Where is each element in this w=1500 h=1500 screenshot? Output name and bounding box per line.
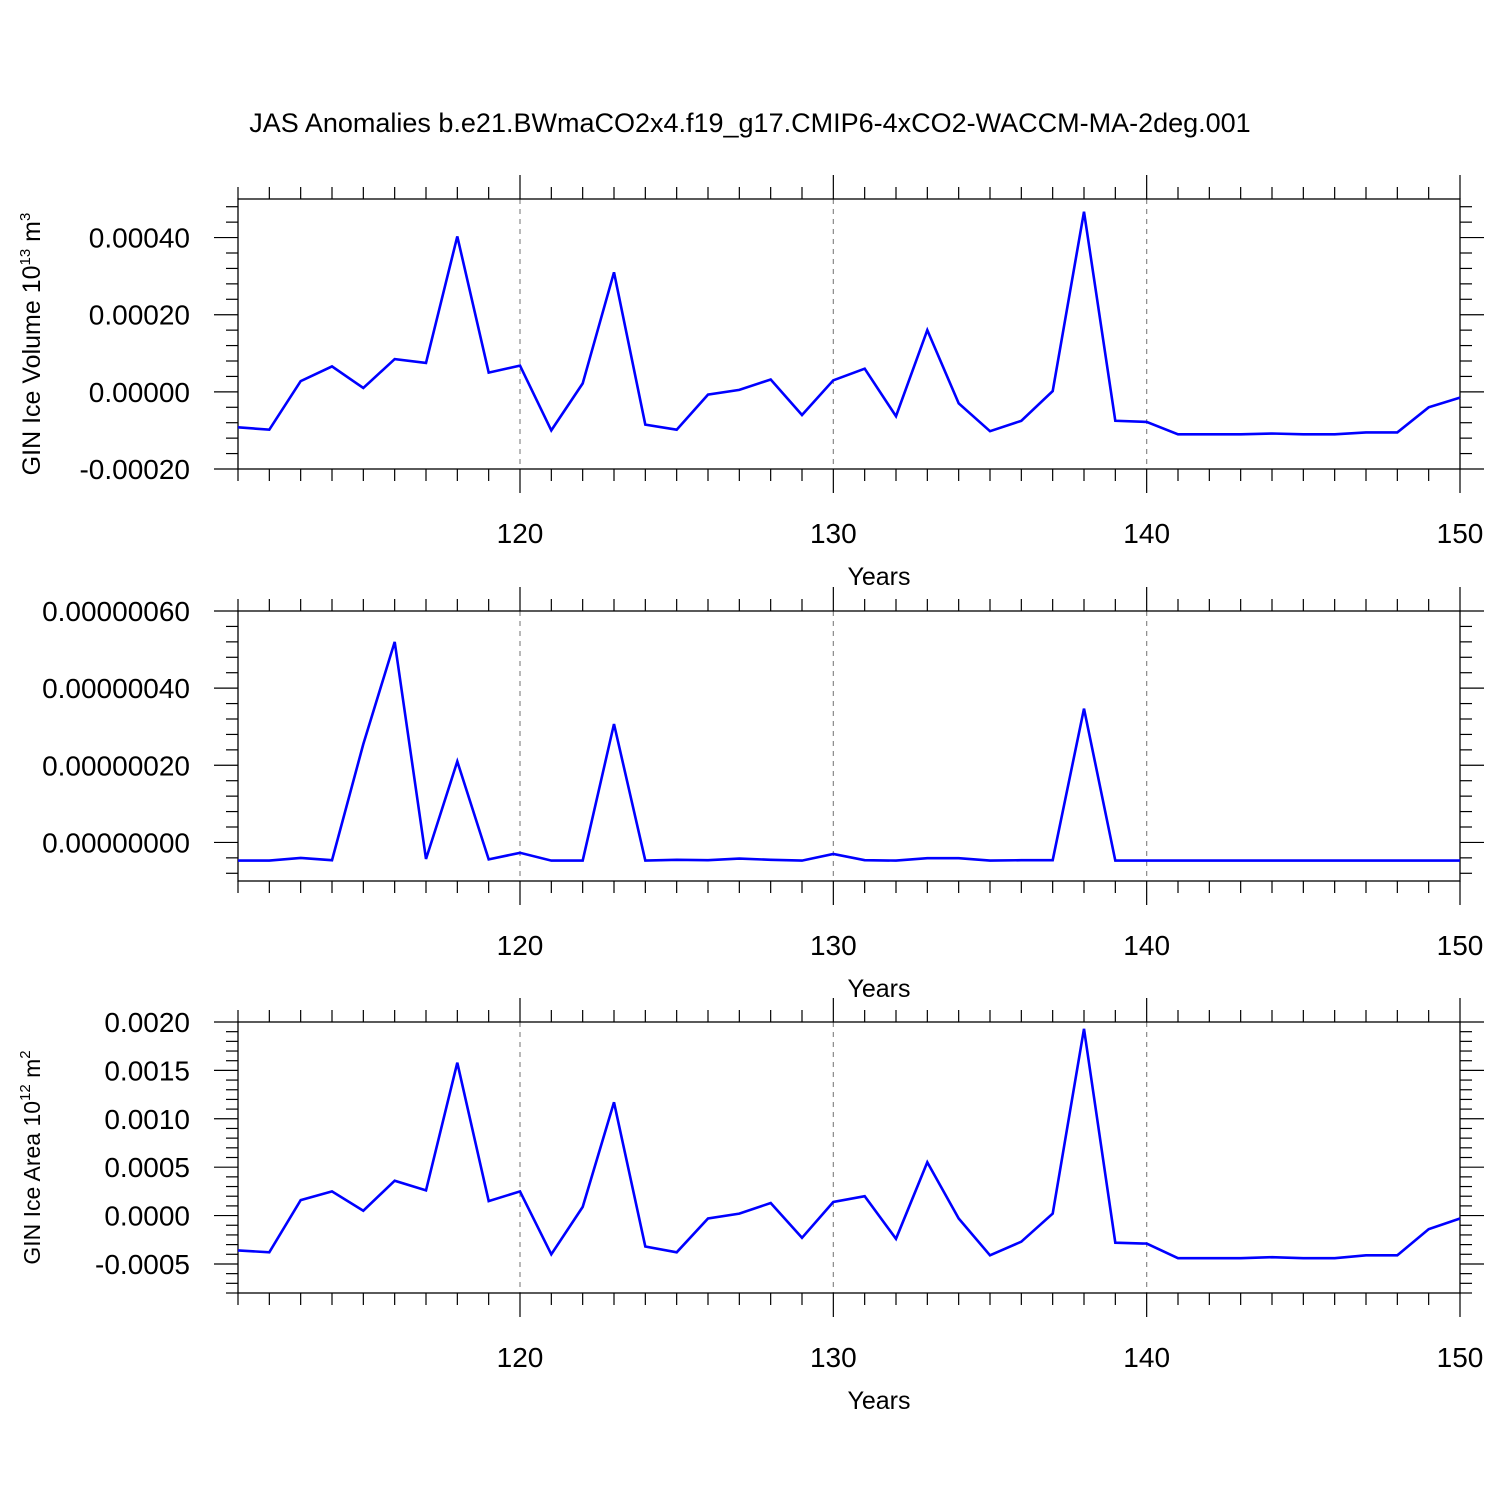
x-axis-title: Years	[847, 563, 910, 591]
figure-title: JAS Anomalies b.e21.BWmaCO2x4.f19_g17.CM…	[249, 108, 1251, 138]
y-axis-title-unit-exp: 3	[17, 213, 34, 221]
y-tick-label: -0.00020	[79, 454, 190, 485]
x-tick-label: 130	[810, 1342, 857, 1373]
y-tick-label: 0.00000000	[42, 827, 190, 858]
panel-ice-area: 120 130 140 150 Years -0.0005 0.0000 0.0005 0.00…	[17, 998, 1484, 1415]
y-axis-title-exp: 12	[17, 1084, 34, 1101]
y-tick-label: 0.00000040	[42, 673, 190, 704]
y-tick-label: 0.0005	[104, 1152, 190, 1183]
y-tick-label: -0.0005	[95, 1249, 190, 1280]
panel-ice-volume: 120 130 140 150 Years -0.00020 0.00000 0.00020 0…	[17, 175, 1484, 591]
series-line	[237, 1028, 1461, 1260]
y-tick-label: 0.00000060	[42, 596, 190, 627]
y-axis-title: GIN Ice Area 1012 m2	[17, 1050, 45, 1264]
x-tick-label: 130	[810, 930, 857, 961]
y-axis-title-main: GIN Ice Area 10	[19, 1101, 45, 1265]
y-tick-label: 0.0000	[104, 1201, 190, 1232]
y-tick-label: 0.00020	[89, 300, 190, 331]
y-axis-title-unit: m	[18, 221, 46, 249]
y-axis-title-main: GIN Ice Volume 10	[18, 265, 46, 475]
x-tick-label: 150	[1437, 1342, 1484, 1373]
x-tick-label: 130	[810, 518, 857, 549]
series-line	[238, 641, 1460, 862]
y-axis-title-unit: m	[19, 1059, 45, 1085]
plot-frame	[237, 1021, 1461, 1294]
x-axis-title: Years	[847, 1387, 910, 1415]
y-tick-label: 0.0010	[104, 1104, 190, 1135]
panel-middle: 120 130 140 150 Years 0.00000000 0.00000020 0.0…	[42, 587, 1484, 1003]
x-tick-label: 120	[497, 930, 544, 961]
x-axis-title: Years	[847, 975, 910, 1003]
plot-frame	[237, 610, 1461, 882]
y-axis-title-unit-exp: 2	[17, 1050, 34, 1058]
x-tick-label: 140	[1123, 930, 1170, 961]
y-tick-label: 0.0020	[104, 1007, 190, 1038]
x-tick-label: 120	[497, 1342, 544, 1373]
y-tick-label: 0.00000	[89, 377, 190, 408]
y-tick-label: 0.00040	[89, 223, 190, 254]
x-tick-label: 140	[1123, 1342, 1170, 1373]
y-axis-title-exp: 13	[17, 249, 34, 266]
series-line	[237, 211, 1461, 436]
plot-frame	[237, 198, 1461, 470]
x-tick-label: 120	[497, 518, 544, 549]
x-tick-label: 150	[1437, 930, 1484, 961]
x-tick-label: 140	[1123, 518, 1170, 549]
y-tick-label: 0.0015	[104, 1055, 190, 1086]
x-tick-label: 150	[1437, 518, 1484, 549]
y-axis-title: GIN Ice Volume 1013 m3	[17, 213, 46, 476]
y-tick-label: 0.00000020	[42, 750, 190, 781]
